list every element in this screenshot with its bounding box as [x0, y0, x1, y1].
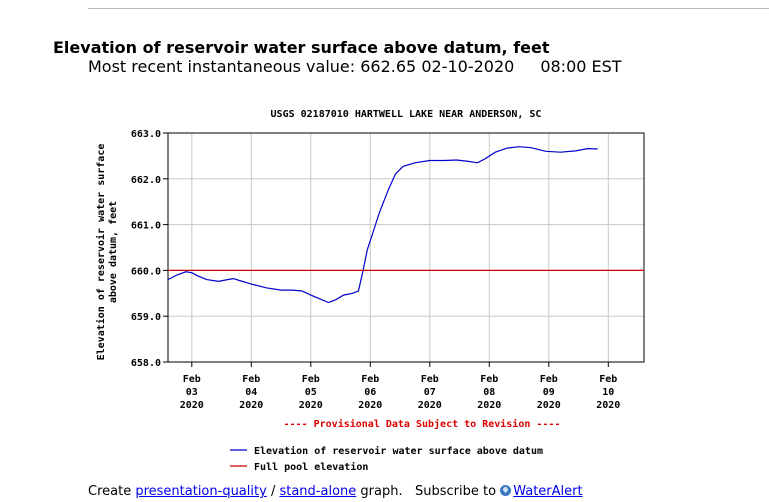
x-tick-label: Feb [242, 374, 260, 385]
x-tick-label: 2020 [358, 400, 382, 411]
elevation-series-line [167, 146, 598, 304]
x-tick-label: 2020 [180, 400, 204, 411]
x-axis: Feb 03 2020 Feb 04 2020 Feb 05 2020 Feb 06 2020 Feb 0… [180, 362, 620, 411]
legend: Elevation of reservoir water surface abo… [230, 445, 543, 473]
x-tick-label: Feb [540, 374, 558, 385]
x-tick-label: 07 [424, 387, 436, 398]
x-tick-label: Feb [361, 374, 379, 385]
presentation-quality-link[interactable]: presentation-quality [135, 484, 267, 499]
x-tick-label: 2020 [418, 400, 442, 411]
y-axis-label-line-1: Elevation of reservoir water surface [95, 144, 107, 361]
y-tick-label: 658.0 [131, 358, 161, 369]
legend-label: Elevation of reservoir water surface abo… [254, 445, 543, 457]
y-axis-label-line-2: above datum, feet [108, 201, 119, 303]
x-tick-label: 2020 [299, 400, 323, 411]
provisional-note: ---- Provisional Data Subject to Revisio… [284, 418, 561, 430]
series-layer [167, 146, 644, 304]
x-tick-label: 2020 [537, 400, 561, 411]
y-tick-label: 663.0 [131, 129, 161, 140]
y-tick-label: 661.0 [131, 221, 161, 232]
water-drop-icon [500, 485, 512, 496]
x-tick-label: 2020 [239, 400, 263, 411]
recent-value-line: Most recent instantaneous value: 662.65 … [88, 57, 622, 76]
plot-frame [167, 132, 645, 363]
x-tick-label: 09 [543, 387, 555, 398]
x-tick-label: 03 [186, 387, 198, 398]
create-text: Create [88, 484, 132, 499]
x-tick-label: 06 [364, 387, 376, 398]
x-tick-label: Feb [421, 374, 439, 385]
x-tick-label: 2020 [596, 400, 620, 411]
y-tick-label: 659.0 [131, 312, 161, 323]
link-separator: / [270, 484, 276, 499]
footer-links: Create presentation-quality / stand-alon… [88, 484, 583, 499]
x-tick-label: 04 [245, 387, 257, 398]
x-tick-label: 05 [305, 387, 317, 398]
chart-title: USGS 02187010 HARTWELL LAKE NEAR ANDERSO… [271, 109, 542, 120]
x-tick-label: 10 [602, 387, 614, 398]
subscribe-text: Subscribe to [415, 484, 497, 499]
x-tick-label: Feb [302, 374, 320, 385]
top-divider [88, 8, 769, 9]
x-tick-label: 08 [483, 387, 495, 398]
recent-value-label: Most recent instantaneous value: [88, 57, 356, 76]
recent-date: 02-10-2020 [421, 57, 515, 76]
y-axis: 663.0 662.0 661.0 660.0 659.0 658.0 [131, 129, 168, 369]
chart-grid [168, 132, 644, 363]
x-tick-label: 2020 [477, 400, 501, 411]
stand-alone-link[interactable]: stand-alone [279, 484, 357, 499]
hydrograph-chart: USGS 02187010 HARTWELL LAKE NEAR ANDERSO… [95, 109, 645, 473]
x-tick-label: Feb [599, 374, 617, 385]
x-tick-label: Feb [183, 374, 201, 385]
wateralert-link[interactable]: WaterAlert [513, 484, 583, 499]
y-axis-label: Elevation of reservoir water surface abo… [95, 144, 119, 361]
graph-text: graph. [360, 484, 403, 499]
parameter-title: Elevation of reservoir water surface abo… [53, 38, 550, 57]
x-tick-label: Feb [480, 374, 498, 385]
y-tick-label: 662.0 [131, 175, 161, 186]
recent-time: 08:00 EST [540, 57, 622, 76]
y-tick-label: 660.0 [131, 266, 161, 277]
recent-value: 662.65 [360, 57, 417, 76]
legend-label: Full pool elevation [254, 461, 368, 473]
